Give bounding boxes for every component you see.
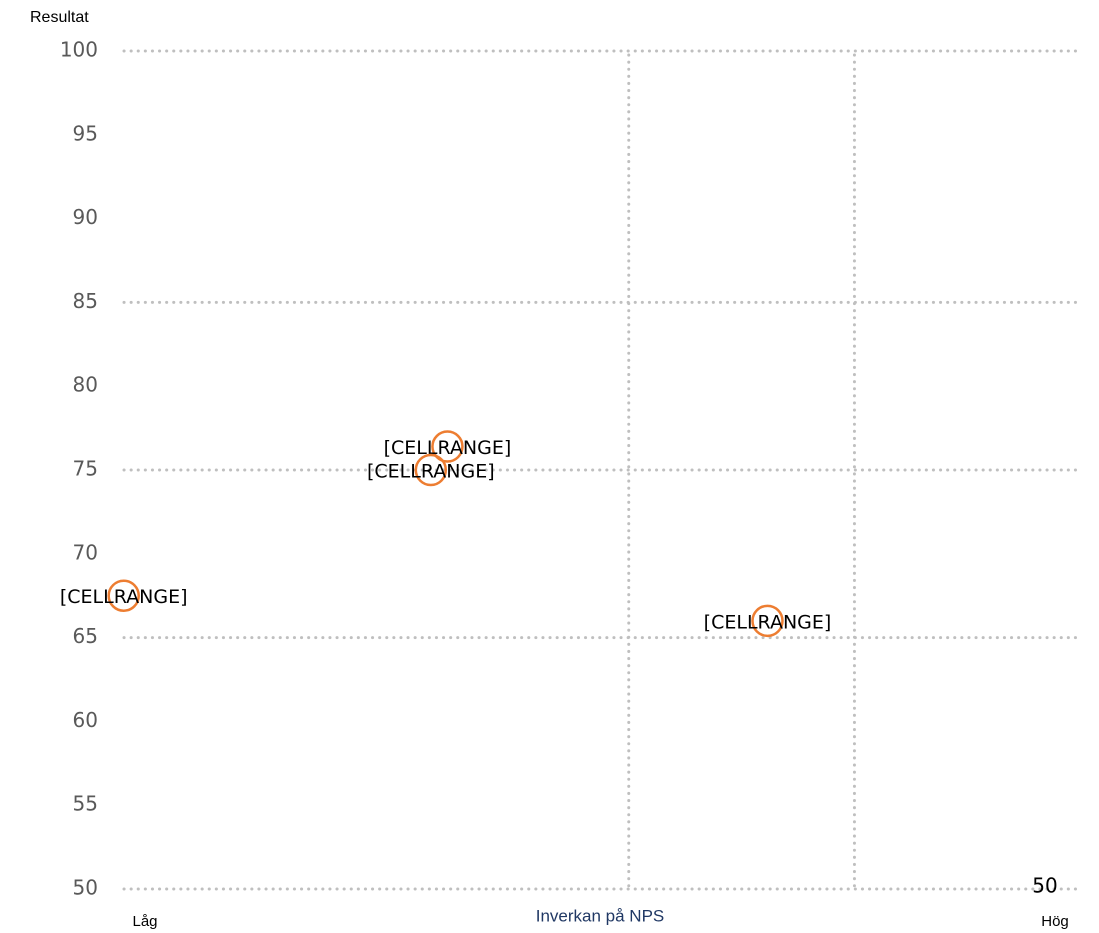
- x-axis-title: Inverkan på NPS: [536, 906, 665, 925]
- y-tick-label: 65: [73, 624, 98, 648]
- point: [751, 604, 784, 638]
- y-axis-title: Resultat: [30, 9, 89, 26]
- y-tick-label: 85: [73, 289, 98, 313]
- point: [414, 453, 448, 487]
- y-tick-label: 50: [73, 876, 98, 900]
- point-label: [CELLRANGE]: [367, 461, 495, 483]
- y-tick-label: 75: [73, 457, 98, 481]
- y-tick-label: 55: [73, 792, 98, 816]
- point-label: [CELLRANGE]: [60, 586, 188, 608]
- y-tick-label: 95: [73, 121, 98, 145]
- point-label: [CELLRANGE]: [384, 437, 512, 459]
- x-low-label: Låg: [132, 913, 157, 930]
- point: [107, 579, 140, 612]
- point-label: [CELLRANGE]: [704, 611, 832, 633]
- y-tick-label: 60: [73, 708, 98, 732]
- x-tick-label: 50: [1032, 874, 1057, 898]
- point: [431, 430, 464, 463]
- x-high-label: Hög: [1041, 913, 1069, 930]
- y-tick-label: 80: [73, 373, 98, 397]
- y-tick-label: 70: [73, 540, 98, 564]
- y-tick-label: 90: [73, 205, 98, 229]
- y-tick-label: 100: [60, 38, 98, 62]
